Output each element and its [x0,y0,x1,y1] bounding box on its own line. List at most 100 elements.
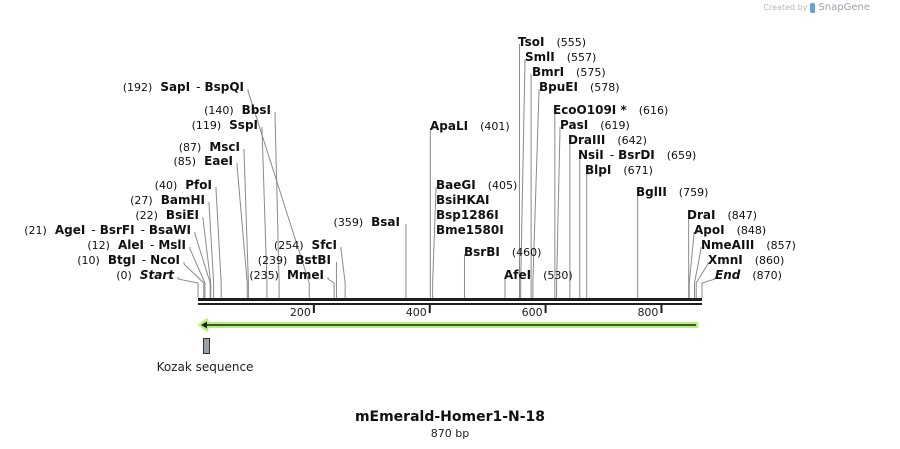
site-enzyme-name: BsaI [371,215,400,229]
site-enzyme-name: EaeI [204,154,233,168]
svg-text:AfeI(530): AfeI (530) [504,268,573,282]
site-separator: - [141,223,145,237]
restriction-site-apali[interactable]: ApaLI (401) [430,119,510,133]
site-enzyme-name: BmrI [532,65,564,79]
restriction-site-bpuei[interactable]: BpuEI (578) [539,80,620,94]
restriction-site-sfci[interactable]: (254) SfcI [274,238,337,252]
site-enzyme-name: BpuEI [539,80,578,94]
site-position: (555) [556,36,586,49]
svg-text:(21)AgeI-BsrFI-BsaWI: (21) AgeI - BsrFI - BsaWI [24,223,191,237]
svg-text:XmnI(860): XmnI (860) [708,253,784,267]
restriction-site-ecoo109i[interactable]: EcoO109I * (616) [553,103,668,117]
ruler-tick-label: 600 [522,306,543,319]
svg-text:(27)BamHI: (27) BamHI [130,193,205,207]
restriction-site-nmeaiii[interactable]: NmeAIII (857) [701,238,796,252]
site-enzyme-name: XmnI [708,253,743,267]
restriction-site-bbsi[interactable]: (140) BbsI [204,103,271,117]
site-enzyme-name: SfcI [312,238,337,252]
restriction-site-mmei[interactable]: (235) MmeI [249,268,324,282]
svg-text:BglII(759): BglII (759) [636,185,708,199]
site-position: (87) [179,141,202,154]
restriction-site-bsai[interactable]: (359) BsaI [334,215,400,229]
site-position: (22) [135,209,158,222]
svg-text:(0)Start: (0) Start [116,268,175,282]
site-enzyme-alt-name: BspQI [204,80,244,94]
restriction-site-bmri[interactable]: BmrI (575) [532,65,606,79]
restriction-site-pfoi[interactable]: (40) PfoI [155,178,212,192]
site-enzyme-name: AgeI [55,223,85,237]
site-enzyme-extra-name: Bme1580I [436,223,504,237]
site-position: (860) [755,254,785,267]
feature-arrow-reverse[interactable] [198,318,699,332]
site-enzyme-extra-name: Bsp1286I [436,208,499,222]
site-position: (21) [24,224,47,237]
svg-text:(40)PfoI: (40) PfoI [155,178,212,192]
restriction-site-sapi[interactable]: (192) SapI - BspQI [123,80,244,94]
ruler-tick-label: 200 [290,306,311,319]
restriction-site-bstbi[interactable]: (239) BstBI [258,253,331,267]
site-position: (359) [334,216,364,229]
svg-text:DraI(847): DraI (847) [687,208,757,222]
svg-text:BaeGI(405): BaeGI (405) [436,178,517,192]
site-position: (642) [617,134,647,147]
restriction-site-bsrbi[interactable]: BsrBI (460) [464,245,541,259]
svg-text:(10)BtgI-NcoI: (10) BtgI - NcoI [77,253,180,267]
site-enzyme-name: SapI [160,80,190,94]
restriction-site-bglii[interactable]: BglII (759) [636,185,708,199]
restriction-site-btgi[interactable]: (10) BtgI - NcoI [77,253,180,267]
restriction-site-eaei[interactable]: (85) EaeI [174,154,234,168]
site-enzyme-name: EcoO109I * [553,103,627,117]
restriction-site-drai[interactable]: DraI (847) [687,208,757,222]
site-enzyme-alt-name: BsrDI [618,148,655,162]
restriction-site-pasi[interactable]: PasI (619) [560,118,630,132]
site-position: (671) [623,164,653,177]
svg-text:BsrBI(460): BsrBI (460) [464,245,541,259]
site-enzyme-name: NmeAIII [701,238,754,252]
site-leader-line [520,59,526,298]
kozak-sequence-feature[interactable] [203,338,210,354]
map-title: mEmerald-Homer1-N-18 [354,409,546,425]
site-position: (616) [639,104,669,117]
site-enzyme-name: ApaLI [430,119,468,133]
restriction-site-afei[interactable]: AfeI (530) [504,268,573,282]
restriction-site-end[interactable]: End (870) [715,268,782,282]
restriction-site-sspi[interactable]: (119) SspI [192,118,258,132]
site-leader-line [202,217,212,298]
site-enzyme-name: BlpI [585,163,611,177]
site-position: (530) [543,269,573,282]
restriction-site-blpi[interactable]: BlpI (671) [585,163,653,177]
restriction-site-bsiei[interactable]: (22) BsiEI [135,208,199,222]
site-position: (254) [274,239,304,252]
site-leader-line [194,232,211,298]
restriction-site-alei[interactable]: (12) AleI - MslI [87,238,186,252]
svg-text:(235)MmeI: (235) MmeI [249,268,324,282]
site-position: (85) [174,155,197,168]
restriction-site-agei[interactable]: (21) AgeI - BsrFI - BsaWI [24,223,191,237]
restriction-site-xmni[interactable]: XmnI (860) [708,253,784,267]
site-enzyme-name: BamHI [161,193,205,207]
restriction-site-tsoi[interactable]: TsoI (555) [518,35,586,49]
site-enzyme-name: PasI [560,118,588,132]
svg-text:BpuEI(578): BpuEI (578) [539,80,620,94]
site-enzyme-name: BstBI [295,253,331,267]
site-leader-line [183,262,205,298]
site-leader-line [327,277,335,298]
restriction-site-bamhi[interactable]: (27) BamHI [130,193,205,207]
svg-text:(254)SfcI: (254) SfcI [274,238,337,252]
site-leader-line [688,232,695,298]
restriction-site-smli[interactable]: SmlI (557) [525,50,596,64]
restriction-site-draiii[interactable]: DraIII (642) [568,133,647,147]
site-position: (575) [576,66,606,79]
restriction-site-nsii[interactable]: NsiI - BsrDI (659) [578,148,696,162]
site-position: (857) [766,239,796,252]
site-enzyme-name: AleI [118,238,144,252]
restriction-site-apoi[interactable]: ApoI (848) [694,223,766,237]
dna-backbone-top-strand [198,298,702,301]
site-leader-line [340,247,346,298]
site-leader-line [189,247,206,298]
restriction-site-start[interactable]: (0) Start [116,268,175,282]
site-position: (27) [130,194,153,207]
map-length: 870 bp [430,427,470,440]
restriction-site-msci[interactable]: (87) MscI [179,140,240,154]
